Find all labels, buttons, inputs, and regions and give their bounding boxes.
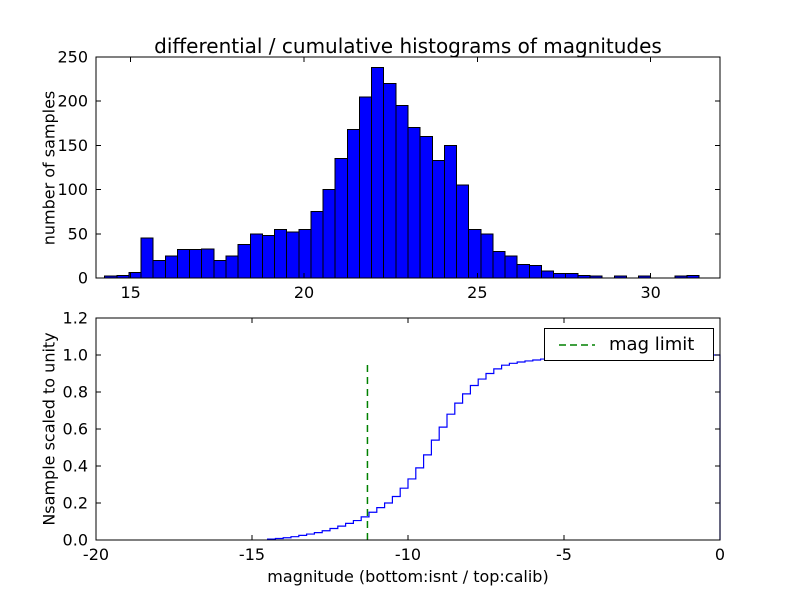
histogram-bar [553, 273, 567, 279]
histogram-bar [371, 67, 385, 279]
histogram-bar [419, 136, 433, 279]
legend-dash-sample [559, 343, 595, 346]
y-tick-label: 150 [57, 136, 88, 155]
bottom-y-axis-label: Nsample scaled to unity [39, 332, 59, 526]
histogram-bar [504, 255, 518, 279]
legend-label: mag limit [609, 334, 695, 355]
x-tick-label: -20 [83, 545, 109, 564]
x-tick-label: -15 [239, 545, 265, 564]
histogram-bar [152, 259, 166, 279]
x-tick-label: 15 [120, 283, 140, 302]
histogram-bar [456, 184, 470, 279]
histogram-bar [528, 265, 542, 279]
histogram-bar [261, 235, 276, 279]
bottom-x-axis-label: magnitude (bottom:isnt / top:calib) [267, 567, 549, 586]
x-tick-label: 30 [640, 283, 660, 302]
y-tick-label: 50 [68, 224, 88, 243]
histogram-bar [213, 259, 227, 279]
histogram-bar [286, 231, 300, 279]
histogram-bar [225, 255, 239, 279]
histogram-bar [140, 237, 154, 279]
y-tick-label: 200 [57, 92, 88, 111]
cumulative-step-line [267, 354, 721, 540]
y-tick-label: 1.2 [63, 309, 88, 328]
histogram-bar [249, 233, 263, 279]
y-tick-label: 0.8 [63, 383, 88, 402]
x-tick-label: -10 [395, 545, 421, 564]
y-tick-label: 0.6 [63, 420, 88, 439]
histogram-bar [164, 255, 178, 279]
x-tick-label: 25 [467, 283, 487, 302]
histogram-bar [237, 243, 251, 279]
x-tick-label: -5 [556, 545, 572, 564]
y-tick-label: 0.4 [63, 457, 88, 476]
histogram-bar [358, 96, 373, 279]
histogram-bar [407, 127, 421, 279]
histogram-bar [468, 228, 482, 279]
histogram-bar [334, 158, 348, 279]
histogram-bar [274, 228, 288, 279]
histogram-bar [383, 83, 397, 279]
histogram-bar [310, 211, 324, 279]
histogram-bar [176, 249, 191, 279]
histogram-bar [443, 144, 458, 279]
histogram-bar [346, 128, 360, 279]
histogram-bar [395, 105, 409, 279]
y-tick-label: 1.0 [63, 346, 88, 365]
y-tick-label: 250 [57, 48, 88, 67]
y-tick-label: 0.0 [63, 531, 88, 550]
top-y-axis-label: number of samples [39, 90, 59, 246]
histogram-bar [540, 270, 555, 279]
x-tick-label: 0 [715, 545, 725, 564]
histogram-bar [298, 228, 312, 279]
axes-spines [95, 56, 721, 279]
y-tick-label: 0 [78, 269, 88, 288]
histogram-bar [189, 249, 203, 279]
histogram-bar [480, 233, 494, 279]
histogram-bar [565, 273, 579, 279]
histogram-bar [201, 248, 215, 279]
x-tick-label: 20 [294, 283, 314, 302]
histogram-bar [322, 189, 336, 279]
chart-title: differential / cumulative histograms of … [154, 34, 662, 58]
y-tick-label: 100 [57, 180, 88, 199]
legend: mag limit [544, 328, 714, 361]
histogram-bar [431, 159, 445, 279]
histogram-bar [516, 264, 530, 279]
y-tick-label: 0.2 [63, 494, 88, 513]
histogram-bar [492, 250, 506, 279]
